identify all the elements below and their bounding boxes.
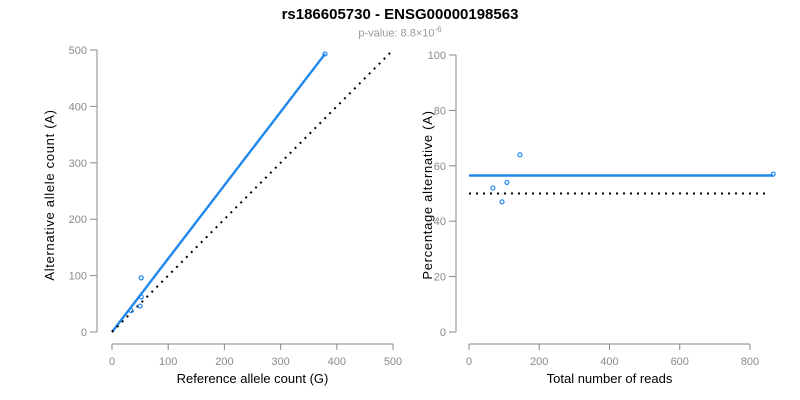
y-tick-label: 400	[69, 101, 87, 113]
data-point	[137, 303, 143, 309]
pvalue-subtitle: p-value: 8.8×10-6	[0, 25, 800, 40]
data-point	[770, 171, 776, 177]
x-tick-label: 200	[530, 356, 548, 368]
right-yaxis-title: Percentage alternative (A)	[420, 110, 435, 280]
x-tick-label: 400	[328, 356, 346, 368]
data-point	[499, 199, 505, 205]
identity-line	[111, 49, 394, 333]
x-tick-label: 0	[466, 356, 472, 368]
y-tick-label: 200	[69, 214, 87, 226]
left-xaxis-title: Reference allele count (G)	[176, 371, 329, 386]
y-tick-label: 40	[434, 216, 446, 228]
pvalue-text: p-value: 8.8×10	[358, 27, 435, 40]
y-tick-label: 60	[434, 161, 446, 173]
x-tick-label: 600	[671, 356, 689, 368]
data-point	[138, 275, 144, 281]
y-tick-label: 100	[69, 271, 87, 283]
pvalue-exponent: -6	[434, 25, 442, 34]
x-tick-label: 500	[384, 356, 402, 368]
data-point	[128, 307, 134, 314]
x-tick-label: 100	[159, 356, 177, 368]
fit-line	[111, 53, 326, 333]
data-point	[517, 152, 523, 158]
data-point	[504, 179, 510, 186]
chart-title: rs186605730 - ENSG00000198563	[281, 6, 519, 23]
y-tick-label: 80	[434, 105, 446, 117]
data-point	[322, 51, 328, 57]
y-tick-label: 100	[428, 50, 446, 62]
x-tick-label: 800	[741, 356, 759, 368]
x-tick-label: 400	[600, 356, 618, 368]
right-xaxis-title: Total number of reads	[546, 371, 673, 386]
y-tick-label: 20	[434, 272, 446, 284]
y-tick-label: 0	[81, 327, 87, 339]
data-point	[138, 294, 144, 300]
x-tick-label: 300	[271, 356, 289, 368]
y-tick-label: 0	[440, 327, 446, 339]
x-tick-label: 200	[215, 356, 233, 368]
x-tick-label: 0	[109, 356, 115, 368]
y-tick-label: 500	[69, 45, 87, 57]
y-tick-label: 300	[69, 158, 87, 170]
left-yaxis-title: Alternative allele count (A)	[42, 109, 57, 281]
data-point	[490, 185, 496, 191]
